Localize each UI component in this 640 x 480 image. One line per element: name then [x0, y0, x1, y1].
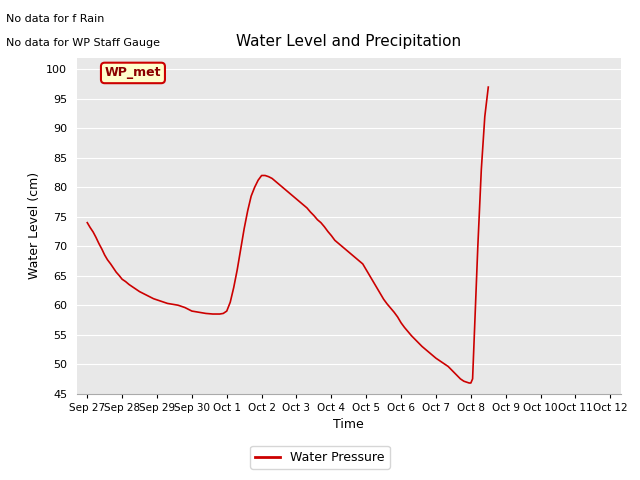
Title: Water Level and Precipitation: Water Level and Precipitation: [236, 35, 461, 49]
Legend: Water Pressure: Water Pressure: [250, 446, 390, 469]
Text: No data for WP Staff Gauge: No data for WP Staff Gauge: [6, 38, 161, 48]
X-axis label: Time: Time: [333, 418, 364, 431]
Y-axis label: Water Level (cm): Water Level (cm): [28, 172, 40, 279]
Text: No data for f Rain: No data for f Rain: [6, 14, 105, 24]
Text: WP_met: WP_met: [105, 66, 161, 80]
